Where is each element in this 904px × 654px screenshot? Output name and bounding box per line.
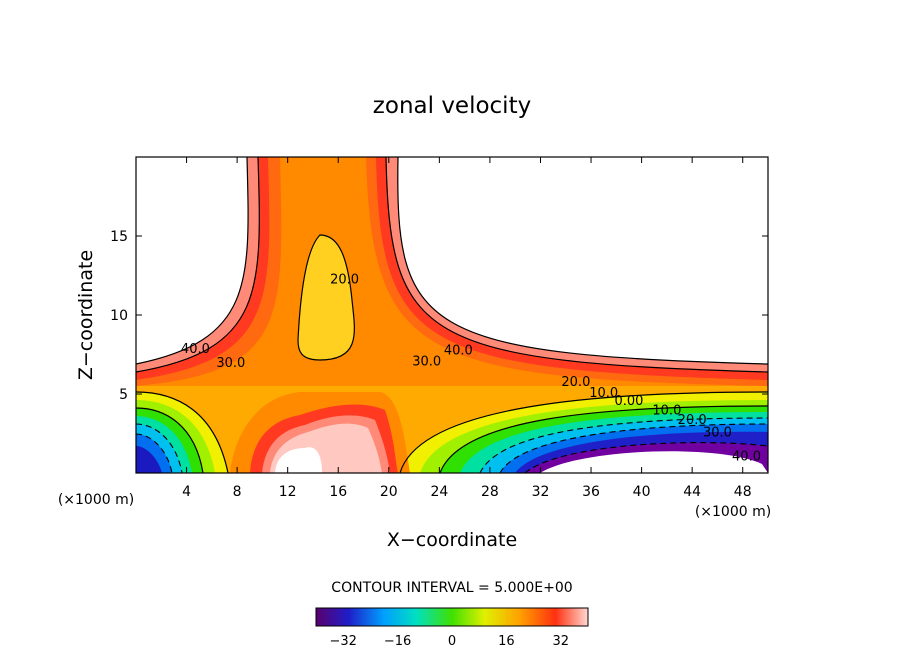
x-tick-label: 24	[430, 484, 448, 500]
contour-label: 30.0	[412, 355, 441, 370]
contour-label: 20.0	[330, 272, 359, 287]
contour-interval-text: CONTOUR INTERVAL = 5.000E+00	[331, 580, 572, 596]
x-unit-left: (×1000 m)	[58, 492, 134, 508]
chart-title: zonal velocity	[373, 93, 531, 119]
colorbar-tick-label: 32	[553, 634, 570, 649]
x-tick-label: 20	[380, 484, 398, 500]
x-tick-label: 4	[182, 484, 191, 500]
contour-label: 40.0	[444, 344, 473, 359]
x-tick-label: 36	[582, 484, 600, 500]
colorbar-tick-label: −16	[384, 634, 411, 649]
contour-label: 30.0	[703, 426, 732, 441]
x-axis-label: X−coordinate	[387, 529, 517, 551]
contour-label: 0.00	[614, 394, 643, 409]
x-tick-label: 12	[279, 484, 297, 500]
contour-label: 40.0	[181, 342, 210, 357]
colorbar: −32 −16 0 16 32	[315, 607, 589, 649]
x-tick-label: 32	[532, 484, 550, 500]
x-unit-right: (×1000 m)	[695, 504, 771, 520]
colorbar-tick-label: 0	[448, 634, 456, 649]
y-axis-label: Z−coordinate	[75, 250, 97, 380]
x-tick-label: 28	[481, 484, 499, 500]
contour-field: 40.030.020.030.040.020.010.00.0010.020.0…	[136, 157, 768, 473]
x-tick-label: 44	[683, 484, 701, 500]
x-tick-label: 48	[734, 484, 752, 500]
x-tick-label: 8	[233, 484, 242, 500]
y-tick-label: 15	[110, 229, 128, 245]
x-tick-label: 16	[329, 484, 347, 500]
colorbar-tick-label: −32	[329, 634, 356, 649]
x-tick-label: 40	[633, 484, 651, 500]
contour-label: 40.0	[732, 449, 761, 464]
contour-label: 10.0	[589, 386, 618, 401]
contour-label: 20.0	[678, 413, 707, 428]
y-tick-label: 10	[110, 308, 128, 324]
contour-label: 20.0	[561, 375, 590, 390]
x-axis: 4 8 12 16 20 24 28 32 36 40 44 48	[182, 157, 752, 500]
colorbar-tick-label: 16	[498, 634, 515, 649]
contour-label: 10.0	[652, 404, 681, 419]
contour-labels: 40.030.020.030.040.020.010.00.0010.020.0…	[181, 272, 761, 464]
y-tick-label: 5	[119, 387, 128, 403]
y-axis: 5 10 15	[110, 229, 768, 403]
contour-label: 30.0	[216, 356, 245, 371]
